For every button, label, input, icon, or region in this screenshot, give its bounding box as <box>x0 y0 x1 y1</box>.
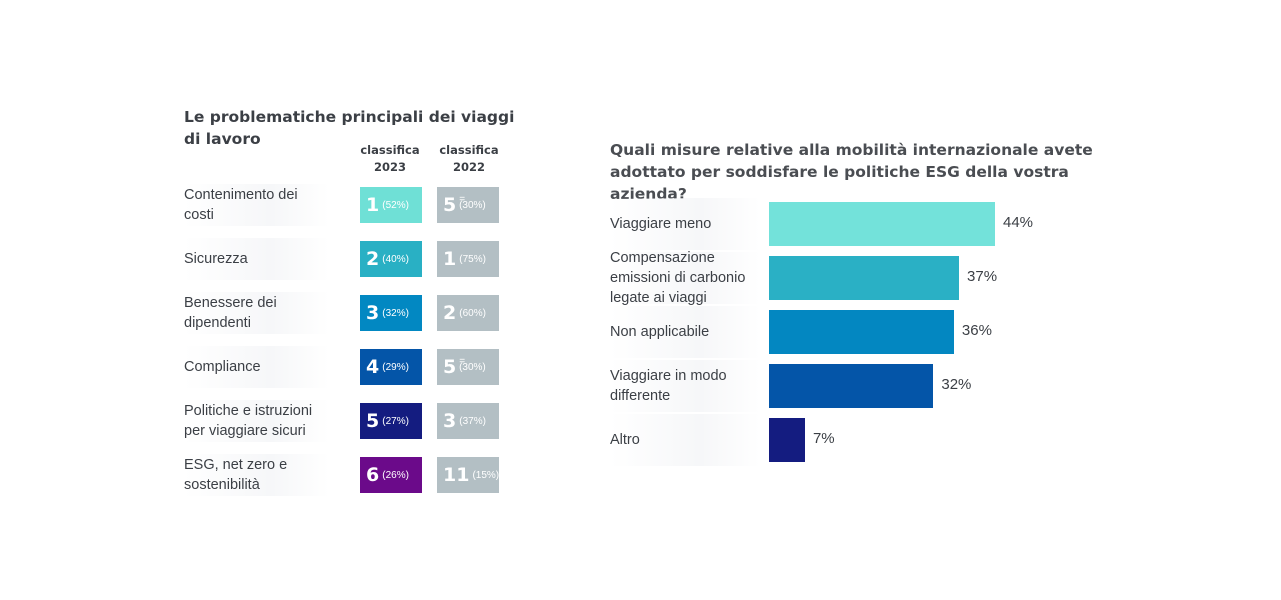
rank-2023-box: 5 (27%) <box>360 403 422 439</box>
rank-2022-number: 5 <box>443 194 457 216</box>
row-label: ESG, net zero e sostenibilità <box>184 454 329 496</box>
rank-2023-percent: (52%) <box>382 199 409 211</box>
rank-2022-percent: (37%) <box>459 415 486 427</box>
row-label: Benessere dei dipendenti <box>184 292 329 334</box>
tie-mark: = <box>459 355 466 367</box>
rank-2023-number: 1 <box>366 194 380 216</box>
rank-2022-percent: (60%) <box>459 307 486 319</box>
rank-2023-number: 5 <box>366 410 380 432</box>
rank-2022-box: 3 (37%) <box>437 403 499 439</box>
value-label: 36% <box>961 322 992 339</box>
rank-2022-box: 1 (75%) <box>437 241 499 277</box>
category-label: Altro <box>610 414 760 466</box>
rank-2023-box: 6 (26%) <box>360 457 422 493</box>
rank-2023-box: 1 (52%) <box>360 187 422 223</box>
category-label: Viaggiare in modo differente <box>610 360 760 412</box>
chart-title: Quali misure relative alla mobilità inte… <box>610 141 1093 203</box>
rank-2022-number: 5 <box>443 356 457 378</box>
bar <box>769 364 934 408</box>
rank-2022-percent: (30%) <box>459 361 486 373</box>
category-label: Viaggiare meno <box>610 198 760 250</box>
rank-2022-box: 11 (15%) <box>437 457 499 493</box>
rank-2022-box: 5 = (30%) <box>437 187 499 223</box>
tie-mark: = <box>459 193 466 205</box>
rank-2023-percent: (32%) <box>382 307 409 319</box>
rank-2022-number: 3 <box>443 410 457 432</box>
rank-2023-box: 2 (40%) <box>360 241 422 277</box>
rank-2022-percent: (15%) <box>472 469 500 481</box>
column-header-2022: classifica 2022 <box>439 143 499 174</box>
category-label: Compensazione emissioni di carbonio lega… <box>610 250 760 306</box>
value-label: 37% <box>967 268 998 285</box>
bar <box>769 256 960 300</box>
row-label: Contenimento dei costi <box>184 184 329 226</box>
bar <box>769 202 995 246</box>
category-label: Non applicabile <box>610 306 760 358</box>
value-label: 44% <box>1003 214 1034 231</box>
rank-2022-percent: (30%) <box>459 199 486 211</box>
value-label: 32% <box>941 376 972 393</box>
rank-2022-percent: (75%) <box>459 253 486 265</box>
bar <box>769 418 805 462</box>
rank-2022-number: 1 <box>443 248 457 270</box>
value-label: 7% <box>812 430 835 447</box>
row-label: Politiche e istruzioni per viaggiare sic… <box>184 400 329 442</box>
rank-2023-percent: (29%) <box>382 361 409 373</box>
rank-2022-box: 5 = (30%) <box>437 349 499 385</box>
row-label: Sicurezza <box>184 238 329 280</box>
rank-2022-number: 2 <box>443 302 457 324</box>
rank-2022-box: 2 (60%) <box>437 295 499 331</box>
rank-2023-number: 3 <box>366 302 380 324</box>
rank-2023-box: 4 (29%) <box>360 349 422 385</box>
left-panel-title: Le problematiche principali dei viaggi d… <box>184 108 515 148</box>
rank-2023-percent: (40%) <box>382 253 409 265</box>
rank-2023-number: 2 <box>366 248 380 270</box>
rank-2022-number: 11 <box>443 464 470 486</box>
rank-2023-percent: (26%) <box>382 469 409 481</box>
rank-2023-percent: (27%) <box>382 415 409 427</box>
column-header-2023: classifica 2023 <box>360 143 420 174</box>
bar <box>769 310 954 354</box>
rank-2023-number: 6 <box>366 464 380 486</box>
row-label: Compliance <box>184 346 329 388</box>
rank-2023-box: 3 (32%) <box>360 295 422 331</box>
rank-2023-number: 4 <box>366 356 380 378</box>
